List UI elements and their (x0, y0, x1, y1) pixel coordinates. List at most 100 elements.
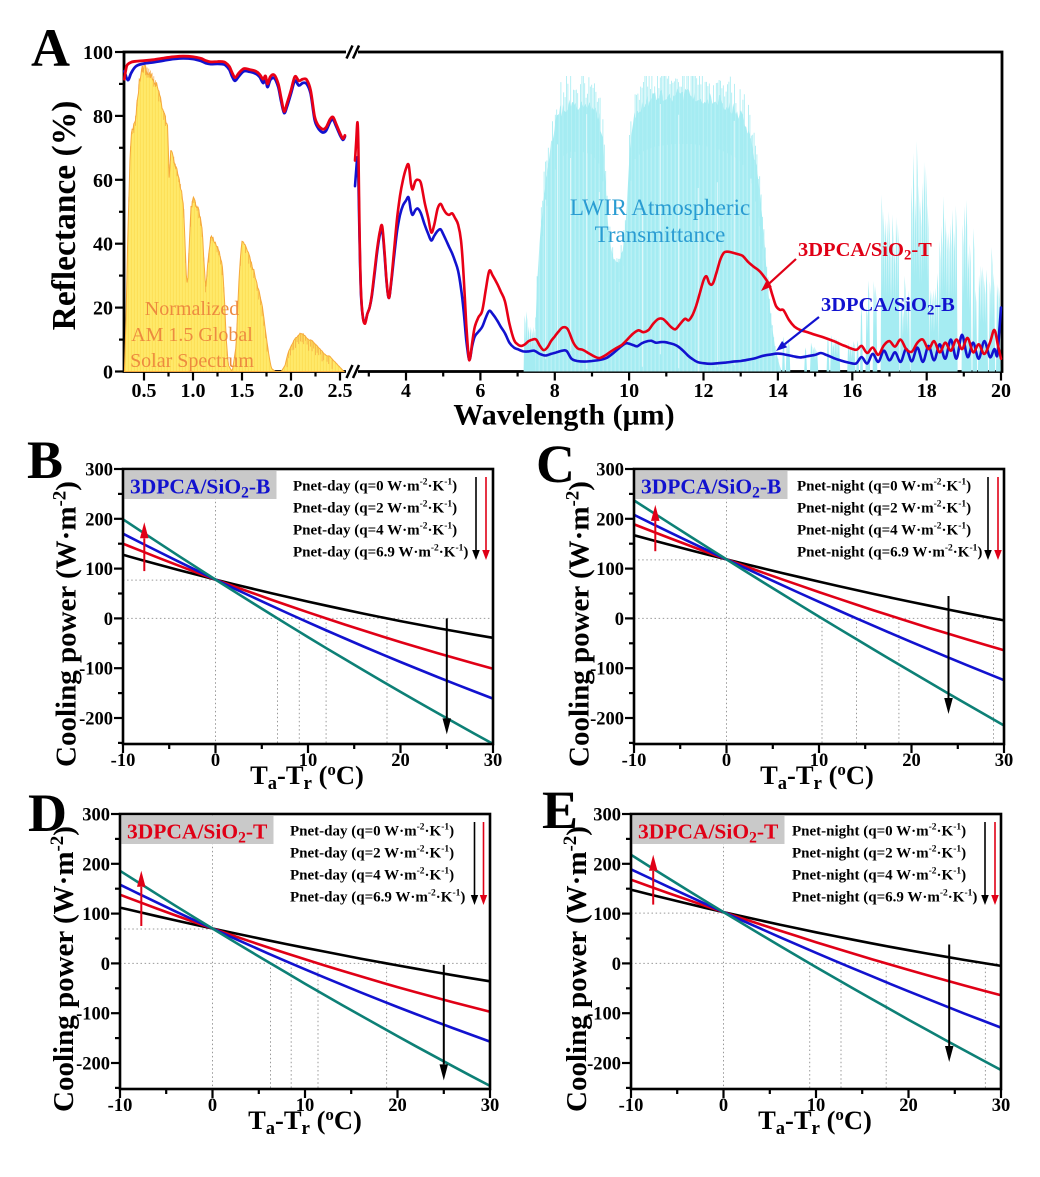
svg-text:1.0: 1.0 (181, 380, 206, 402)
svg-text:100: 100 (596, 560, 624, 580)
svg-text:20: 20 (388, 1096, 407, 1116)
svg-text:Pnet-night (q=6.9 W·m-2·K-1): Pnet-night (q=6.9 W·m-2·K-1) (792, 889, 977, 906)
svg-text:2.5: 2.5 (328, 380, 353, 402)
svg-text:3DPCA/SiO2-T: 3DPCA/SiO2-T (127, 820, 268, 847)
svg-text:2.0: 2.0 (279, 380, 304, 402)
svg-text:3DPCA/SiO2-B: 3DPCA/SiO2-B (641, 475, 781, 502)
svg-text:Pnet-night (q=0 W·m-2·K-1): Pnet-night (q=0 W·m-2·K-1) (792, 823, 966, 840)
svg-text:Pnet-night (q=4 W·m-2·K-1): Pnet-night (q=4 W·m-2·K-1) (792, 867, 966, 884)
svg-text:20: 20 (391, 751, 410, 771)
svg-text:C: C (536, 434, 575, 494)
svg-text:Pnet-day (q=2 W·m-2·K-1): Pnet-day (q=2 W·m-2·K-1) (293, 500, 457, 517)
svg-text:Pnet-day (q=6.9 W·m-2·K-1): Pnet-day (q=6.9 W·m-2·K-1) (293, 544, 468, 561)
svg-text:100: 100 (83, 42, 113, 64)
svg-text:Cooling power (W·m-2): Cooling power (W·m-2) (560, 826, 593, 1112)
svg-text:0: 0 (104, 610, 113, 630)
svg-text:300: 300 (596, 461, 624, 481)
svg-text:30: 30 (484, 751, 503, 771)
svg-text:100: 100 (85, 560, 113, 580)
svg-text:-10: -10 (622, 751, 647, 771)
svg-text:0: 0 (211, 751, 220, 771)
svg-text:3DPCA/SiO2-B: 3DPCA/SiO2-B (821, 294, 955, 319)
svg-text:4: 4 (401, 380, 411, 402)
svg-text:Pnet-day (q=4 W·m-2·K-1): Pnet-day (q=4 W·m-2·K-1) (293, 522, 457, 539)
svg-text:Pnet-day (q=0 W·m-2·K-1): Pnet-day (q=0 W·m-2·K-1) (293, 478, 457, 495)
svg-text:-10: -10 (111, 751, 136, 771)
svg-text:0.5: 0.5 (132, 380, 157, 402)
svg-text:10: 10 (296, 1096, 315, 1116)
svg-text:30: 30 (992, 1096, 1011, 1116)
svg-text:1.5: 1.5 (230, 380, 255, 402)
svg-text:8: 8 (550, 380, 560, 402)
svg-text:10: 10 (807, 1096, 826, 1116)
svg-text:-100: -100 (79, 660, 113, 680)
svg-text:0: 0 (612, 955, 621, 975)
svg-text:Solar Spectrum: Solar Spectrum (130, 350, 254, 372)
svg-text:Ta-Tr (oC): Ta-Tr (oC) (760, 760, 874, 794)
svg-text:20: 20 (93, 298, 113, 320)
svg-text:300: 300 (593, 806, 621, 826)
svg-text:0: 0 (719, 1096, 728, 1116)
svg-text:Pnet-night (q=2 W·m-2·K-1): Pnet-night (q=2 W·m-2·K-1) (792, 845, 966, 862)
svg-text:0: 0 (101, 955, 110, 975)
svg-text:6: 6 (475, 380, 485, 402)
svg-text:20: 20 (902, 751, 921, 771)
svg-text:300: 300 (82, 806, 110, 826)
svg-text:12: 12 (694, 380, 714, 402)
svg-text:Pnet-day (q=4 W·m-2·K-1): Pnet-day (q=4 W·m-2·K-1) (290, 867, 454, 884)
svg-text:30: 30 (481, 1096, 500, 1116)
svg-text:10: 10 (810, 751, 829, 771)
svg-text:14: 14 (768, 380, 788, 402)
svg-text:3DPCA/SiO2-T: 3DPCA/SiO2-T (638, 820, 779, 847)
svg-text:20: 20 (899, 1096, 918, 1116)
svg-text:Pnet-night (q=4 W·m-2·K-1): Pnet-night (q=4 W·m-2·K-1) (797, 522, 971, 539)
svg-text:-200: -200 (590, 710, 624, 730)
svg-text:Cooling power (W·m-2): Cooling power (W·m-2) (47, 826, 80, 1112)
svg-text:18: 18 (917, 380, 937, 402)
svg-text:Pnet-night (q=0 W·m-2·K-1): Pnet-night (q=0 W·m-2·K-1) (797, 478, 971, 495)
svg-text:Pnet-day (q=6.9 W·m-2·K-1): Pnet-day (q=6.9 W·m-2·K-1) (290, 889, 465, 906)
svg-text:-100: -100 (587, 1005, 621, 1025)
svg-text:Wavelength (μm): Wavelength (μm) (453, 399, 674, 432)
svg-text:Normalized: Normalized (145, 298, 239, 320)
svg-text:-200: -200 (79, 710, 113, 730)
svg-text:200: 200 (596, 510, 624, 530)
svg-text:Pnet-night (q=6.9 W·m-2·K-1): Pnet-night (q=6.9 W·m-2·K-1) (797, 544, 982, 561)
svg-text:LWIR Atmospheric: LWIR Atmospheric (570, 195, 750, 220)
svg-text:100: 100 (82, 905, 110, 925)
svg-text:80: 80 (93, 106, 113, 128)
svg-text:10: 10 (299, 751, 318, 771)
svg-text:Transmittance: Transmittance (595, 222, 726, 247)
svg-text:-200: -200 (587, 1055, 621, 1075)
svg-text:200: 200 (593, 855, 621, 875)
svg-text:Pnet-night (q=2 W·m-2·K-1): Pnet-night (q=2 W·m-2·K-1) (797, 500, 971, 517)
svg-text:0: 0 (103, 362, 113, 384)
svg-text:B: B (27, 430, 63, 490)
svg-text:30: 30 (995, 751, 1014, 771)
svg-text:3DPCA/SiO2-T: 3DPCA/SiO2-T (798, 239, 932, 264)
svg-text:200: 200 (82, 855, 110, 875)
svg-text:0: 0 (615, 610, 624, 630)
svg-text:A: A (31, 18, 70, 78)
svg-text:300: 300 (85, 461, 113, 481)
svg-text:Pnet-day (q=2 W·m-2·K-1): Pnet-day (q=2 W·m-2·K-1) (290, 845, 454, 862)
svg-text:10: 10 (619, 380, 639, 402)
svg-text:AM 1.5 Global: AM 1.5 Global (131, 324, 253, 346)
svg-text:0: 0 (722, 751, 731, 771)
svg-text:200: 200 (85, 510, 113, 530)
svg-text:-10: -10 (619, 1096, 644, 1116)
svg-text:E: E (542, 780, 578, 840)
svg-text:Pnet-day (q=0 W·m-2·K-1): Pnet-day (q=0 W·m-2·K-1) (290, 823, 454, 840)
svg-text:-100: -100 (76, 1005, 110, 1025)
svg-text:40: 40 (93, 234, 113, 256)
svg-text:-200: -200 (76, 1055, 110, 1075)
svg-text:-10: -10 (108, 1096, 133, 1116)
svg-text:16: 16 (842, 380, 862, 402)
svg-text:3DPCA/SiO2-B: 3DPCA/SiO2-B (130, 475, 270, 502)
svg-text:Cooling power (W·m-2): Cooling power (W·m-2) (563, 481, 596, 767)
svg-text:0: 0 (208, 1096, 217, 1116)
svg-text:60: 60 (93, 170, 113, 192)
svg-text:Reflectance (%): Reflectance (%) (46, 101, 83, 331)
svg-text:100: 100 (593, 905, 621, 925)
svg-text:-100: -100 (590, 660, 624, 680)
